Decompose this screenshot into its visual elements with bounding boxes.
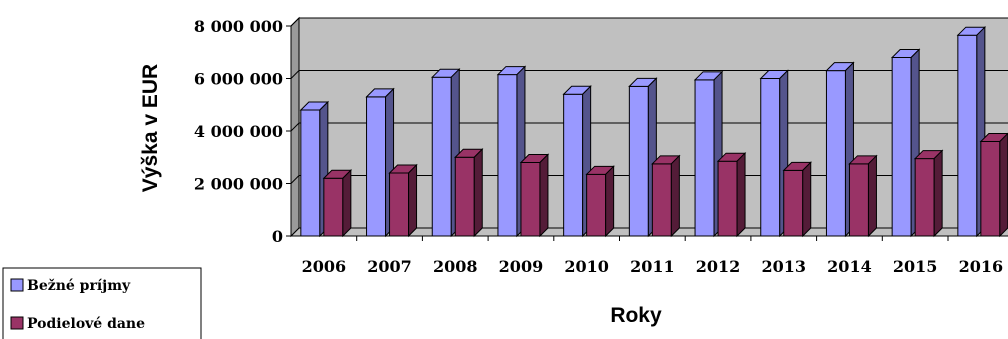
bar-bezne-prijmy (825, 70, 846, 237)
x-tick-label: 2016 (959, 257, 1004, 276)
bar-bezne-prijmy (628, 85, 649, 237)
bar-podielove-dane (454, 156, 475, 237)
bar-bezne-prijmy (694, 79, 715, 237)
x-tick-label: 2007 (367, 257, 412, 276)
bar-podielove-dane-side (867, 154, 877, 238)
y-tick-label: 2 000 000 (194, 175, 283, 194)
legend-label-bezne-prijmy: Bežné príjmy (27, 278, 131, 294)
legend-label-podielove-dane: Podielové dane (27, 316, 145, 332)
bar-podielove-dane (717, 160, 738, 237)
bar-bezne-prijmy (431, 76, 452, 237)
bar-podielove-dane (848, 163, 869, 237)
bar-podielove-dane-side (999, 132, 1008, 238)
x-tick-label: 2008 (433, 257, 478, 276)
y-tick-label: 0 (272, 227, 283, 246)
bar-bezne-prijmy (957, 34, 978, 237)
bar-podielove-dane-side (933, 149, 943, 238)
bar-bezne-prijmy (891, 57, 912, 237)
x-axis-label: Roky (610, 304, 662, 327)
bar-podielove-dane (651, 163, 672, 237)
bar-podielove-dane (586, 173, 607, 237)
bar-podielove-dane-side (342, 169, 352, 238)
bar-podielove-dane (914, 158, 935, 237)
gridline (290, 17, 1008, 27)
bar-bezne-prijmy (563, 93, 584, 237)
x-tick-label: 2010 (564, 257, 609, 276)
y-axis-label: Výška v EUR (139, 64, 162, 192)
y-tick-labels: 0 2 000 000 4 000 000 6 000 000 8 000 000 (194, 17, 283, 246)
x-tick-label: 2009 (499, 257, 544, 276)
bar-podielove-dane (389, 172, 410, 237)
bar-podielove-dane-side (670, 154, 680, 238)
bar-bezne-prijmy (366, 96, 387, 237)
bar-podielove-dane (323, 177, 344, 237)
x-tick-label: 2011 (630, 257, 675, 276)
x-tick-label: 2015 (893, 257, 938, 276)
x-tick-label: 2006 (302, 257, 347, 276)
bars (299, 25, 1008, 238)
legend: Bežné príjmy Podielové dane (2, 267, 202, 339)
legend-frame (2, 267, 202, 339)
y-tick-label: 8 000 000 (194, 17, 283, 36)
bar-podielove-dane (980, 141, 1001, 237)
bar-bezne-prijmy (497, 74, 518, 237)
bar-podielove-dane-side (736, 151, 746, 238)
bar-podielove-dane-side (408, 163, 418, 238)
x-tick-labels: 2006 2007 2008 2009 2010 2011 2012 2013 2014 2015… (302, 257, 1004, 276)
x-tick-label: 2013 (761, 257, 806, 276)
y-tick-label: 4 000 000 (194, 122, 283, 141)
bar-podielove-dane-side (473, 148, 483, 238)
x-tick-label: 2014 (827, 257, 872, 276)
bar-podielove-dane (783, 169, 804, 237)
x-tick-label: 2012 (696, 257, 741, 276)
axes (286, 25, 1008, 241)
legend-swatch-podielove-dane (10, 316, 24, 330)
bar-podielove-dane-side (802, 161, 812, 238)
bar-podielove-dane-side (605, 165, 615, 238)
legend-swatch-bezne-prijmy (10, 278, 24, 292)
bar-bezne-prijmy (760, 78, 781, 237)
bar-bezne-prijmy (300, 109, 321, 237)
bar-podielove-dane-side (539, 153, 549, 238)
bar-podielove-dane (520, 162, 541, 237)
y-tick-label: 6 000 000 (194, 70, 283, 89)
